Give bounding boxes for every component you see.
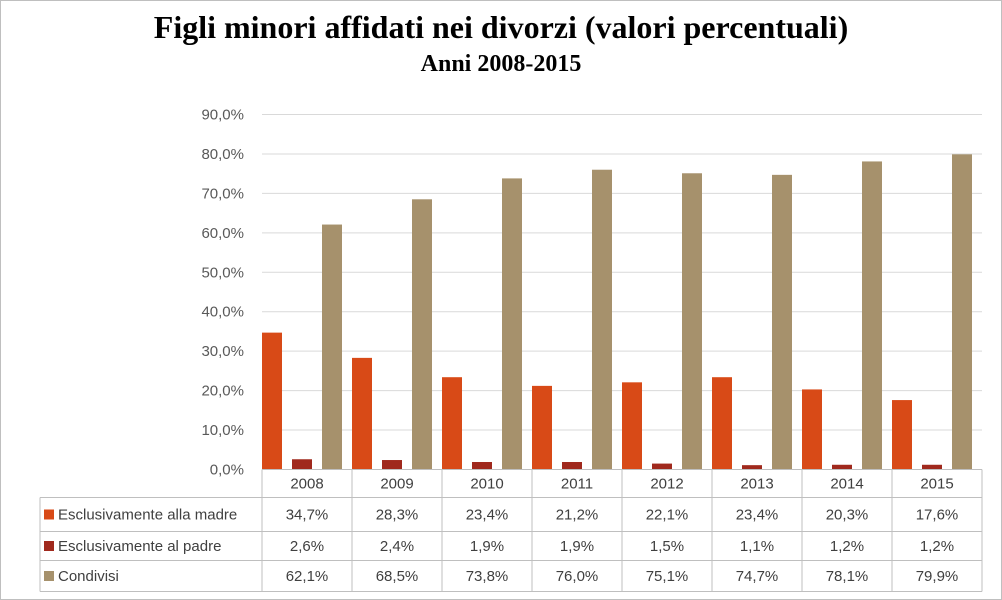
y-tick-label: 50,0%	[201, 264, 244, 281]
data-label: 1,9%	[470, 538, 504, 555]
y-tick-label: 30,0%	[201, 343, 244, 360]
chart-title: Figli minori affidati nei divorzi (valor…	[153, 9, 849, 45]
data-label: 20,3%	[826, 507, 869, 524]
bar	[472, 462, 492, 470]
bar	[382, 460, 402, 470]
data-label: 23,4%	[466, 507, 509, 524]
bar	[562, 462, 582, 470]
data-label: 1,9%	[560, 538, 594, 555]
bar	[262, 332, 282, 470]
data-label: 21,2%	[556, 507, 599, 524]
data-label: 78,1%	[826, 568, 869, 585]
bar	[652, 463, 672, 470]
bar	[622, 382, 642, 470]
y-tick-label: 40,0%	[201, 304, 244, 321]
data-label: 79,9%	[916, 568, 959, 585]
data-label: 22,1%	[646, 507, 689, 524]
bar	[532, 385, 552, 470]
bar	[592, 169, 612, 470]
data-label: 74,7%	[736, 568, 779, 585]
data-label: 23,4%	[736, 507, 779, 524]
bar	[442, 377, 462, 470]
x-tick-label: 2008	[290, 476, 323, 493]
data-label: 34,7%	[286, 507, 329, 524]
bar	[892, 400, 912, 470]
bar	[952, 154, 972, 470]
data-label: 28,3%	[376, 507, 419, 524]
y-tick-label: 20,0%	[201, 383, 244, 400]
bar	[772, 174, 792, 470]
y-tick-label: 70,0%	[201, 185, 244, 202]
y-tick-label: 0,0%	[210, 462, 244, 479]
bar	[682, 173, 702, 470]
legend-swatch	[44, 571, 54, 581]
data-label: 68,5%	[376, 568, 419, 585]
data-label: 1,2%	[920, 538, 954, 555]
legend-label: Esclusivamente al padre	[58, 538, 221, 555]
data-label: 73,8%	[466, 568, 509, 585]
x-tick-label: 2015	[920, 476, 953, 493]
bar	[352, 357, 372, 470]
data-label: 17,6%	[916, 507, 959, 524]
bar	[802, 389, 822, 470]
x-tick-label: 2010	[470, 476, 503, 493]
bar	[292, 459, 312, 470]
x-tick-label: 2009	[380, 476, 413, 493]
data-label: 76,0%	[556, 568, 599, 585]
chart-subtitle: Anni 2008-2015	[420, 51, 582, 77]
bar	[322, 224, 342, 470]
legend-label: Condivisi	[58, 568, 119, 585]
y-tick-label: 60,0%	[201, 225, 244, 242]
legend-label: Esclusivamente alla madre	[58, 507, 237, 524]
data-label: 1,2%	[830, 538, 864, 555]
data-label: 75,1%	[646, 568, 689, 585]
data-label: 62,1%	[286, 568, 329, 585]
bar	[502, 178, 522, 470]
bar	[412, 199, 432, 470]
bar	[862, 161, 882, 470]
data-label: 2,4%	[380, 538, 414, 555]
bar	[742, 465, 762, 470]
y-tick-label: 80,0%	[201, 146, 244, 163]
bar	[832, 464, 852, 470]
y-tick-label: 10,0%	[201, 422, 244, 439]
bar	[922, 464, 942, 470]
data-label: 2,6%	[290, 538, 324, 555]
x-tick-label: 2014	[830, 476, 863, 493]
legend-swatch	[44, 509, 54, 520]
y-tick-label: 90,0%	[201, 107, 244, 124]
x-tick-label: 2012	[650, 476, 683, 493]
legend-swatch	[44, 541, 54, 551]
data-label: 1,1%	[740, 538, 774, 555]
x-tick-label: 2011	[561, 476, 593, 493]
bar	[712, 377, 732, 470]
x-tick-label: 2013	[740, 476, 773, 493]
data-label: 1,5%	[650, 538, 684, 555]
